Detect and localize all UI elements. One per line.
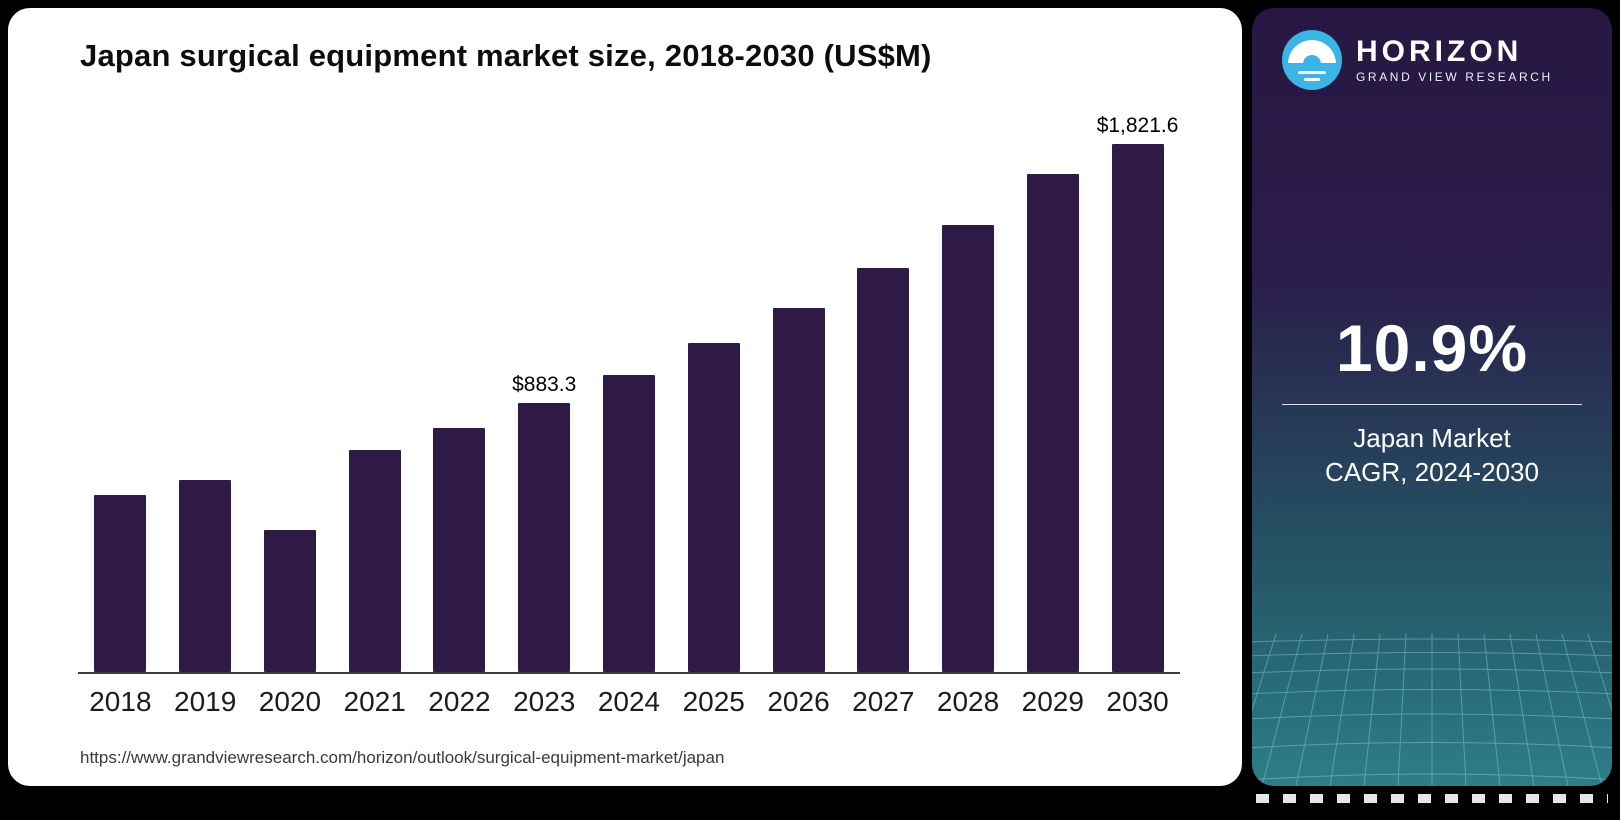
brand-row: HORIZON GRAND VIEW RESEARCH xyxy=(1282,30,1592,90)
bar-slot-2029 xyxy=(1010,114,1095,672)
bar-2030 xyxy=(1111,144,1164,672)
stat-divider xyxy=(1282,404,1582,405)
bar-plot: $883.3 $1,821.6 xyxy=(78,114,1180,674)
bar-slot-2021 xyxy=(332,114,417,672)
bar-2029 xyxy=(1026,174,1079,672)
x-label-2027: 2027 xyxy=(852,686,915,717)
source-url-link[interactable]: https://www.grandviewresearch.com/horizo… xyxy=(80,748,725,767)
bar-slot-2018 xyxy=(78,114,163,672)
x-label-2020: 2020 xyxy=(258,686,322,717)
bar-2022 xyxy=(433,428,486,672)
bar-slot-2027 xyxy=(841,114,926,672)
x-label-2021: 2021 xyxy=(343,686,406,717)
bar-slot-2024 xyxy=(587,114,672,672)
brand-subtitle: GRAND VIEW RESEARCH xyxy=(1356,70,1553,85)
bar-2024 xyxy=(602,374,655,672)
bar-2021 xyxy=(348,450,401,672)
bar-slot-2020 xyxy=(248,114,333,672)
x-label-2026: 2026 xyxy=(767,686,830,717)
bar-2025 xyxy=(687,343,740,672)
bar-2023 xyxy=(518,402,571,672)
bar-value-label-2023: $883.3 xyxy=(512,372,577,396)
brand-name: HORIZON xyxy=(1356,34,1523,68)
bottom-dash-decoration xyxy=(1256,794,1608,803)
bar-2027 xyxy=(857,267,910,672)
bar-slot-2023: $883.3 xyxy=(502,114,587,672)
stat-block: 10.9% Japan Market CAGR, 2024-2030 xyxy=(1252,310,1612,490)
bar-slot-2025 xyxy=(671,114,756,672)
mesh-grid-decoration xyxy=(1252,633,1612,786)
x-label-2028: 2028 xyxy=(936,686,1000,717)
bar-slot-2028 xyxy=(926,114,1011,672)
x-label-2019: 2019 xyxy=(174,686,237,717)
x-axis-labels: 2018 2019 2020 2021 2022 2023 2024 2025 2026 2027… xyxy=(78,686,1180,718)
x-label-2023: 2023 xyxy=(513,686,576,717)
brand-panel: HORIZON GRAND VIEW RESEARCH 10.9% Japan … xyxy=(1252,8,1612,786)
bar-slot-2030: $1,821.6 xyxy=(1095,114,1180,672)
chart-card: Japan surgical equipment market size, 20… xyxy=(8,8,1242,786)
x-label-2022: 2022 xyxy=(428,686,491,717)
bar-2020 xyxy=(263,529,316,672)
cagr-value: 10.9% xyxy=(1335,311,1529,385)
bar-2018 xyxy=(94,495,147,672)
bar-chart: $883.3 $1,821.6 2018 2019 2020 2021 2022 2023 2… xyxy=(78,114,1180,718)
stat-caption-line2: CAGR, 2024-2030 xyxy=(1325,457,1539,488)
brand-text: HORIZON GRAND VIEW RESEARCH xyxy=(1356,36,1553,85)
stat-caption-line1: Japan Market xyxy=(1353,423,1511,453)
bar-2026 xyxy=(772,308,825,672)
bar-slot-2022 xyxy=(417,114,502,672)
x-label-2029: 2029 xyxy=(1021,686,1084,717)
bar-value-label-2030: $1,821.6 xyxy=(1096,114,1179,137)
bar-slot-2019 xyxy=(163,114,248,672)
x-label-2030: 2030 xyxy=(1106,686,1169,717)
bar-2028 xyxy=(942,224,995,672)
bar-2019 xyxy=(179,479,232,672)
chart-title: Japan surgical equipment market size, 20… xyxy=(80,38,932,73)
horizon-logo-icon xyxy=(1282,30,1342,90)
x-label-2018: 2018 xyxy=(89,686,152,717)
x-label-2024: 2024 xyxy=(597,686,661,717)
x-label-2025: 2025 xyxy=(682,686,745,717)
bar-slot-2026 xyxy=(756,114,841,672)
